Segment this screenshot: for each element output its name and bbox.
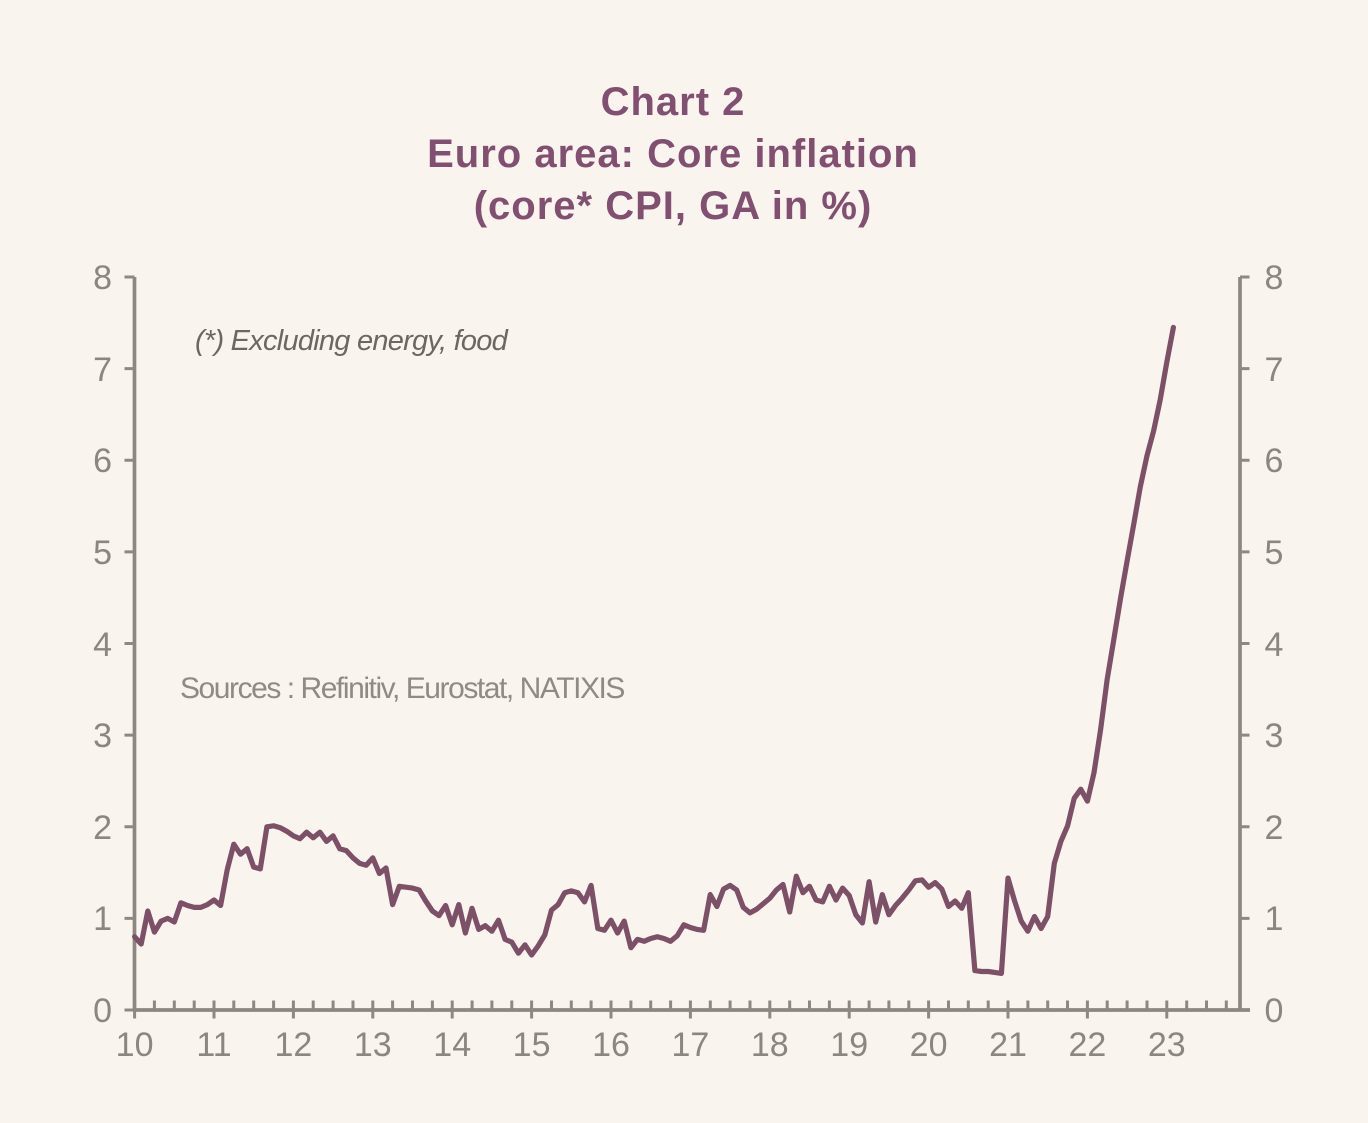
svg-text:5: 5 bbox=[1265, 534, 1284, 572]
svg-text:17: 17 bbox=[671, 1026, 709, 1064]
svg-text:11: 11 bbox=[196, 1026, 231, 1064]
svg-text:3: 3 bbox=[93, 717, 112, 755]
svg-text:12: 12 bbox=[274, 1026, 312, 1064]
svg-text:0: 0 bbox=[93, 992, 112, 1030]
svg-text:7: 7 bbox=[1265, 351, 1284, 389]
svg-text:13: 13 bbox=[354, 1026, 392, 1064]
svg-text:Euro area: Core inflation: Euro area: Core inflation bbox=[427, 132, 919, 176]
svg-text:Chart 2: Chart 2 bbox=[601, 80, 746, 124]
svg-text:19: 19 bbox=[830, 1026, 868, 1064]
svg-text:7: 7 bbox=[93, 351, 112, 389]
svg-text:1: 1 bbox=[93, 900, 112, 938]
svg-text:14: 14 bbox=[433, 1026, 471, 1064]
svg-text:18: 18 bbox=[751, 1026, 789, 1064]
svg-text:6: 6 bbox=[1265, 442, 1284, 480]
svg-text:1: 1 bbox=[1265, 900, 1284, 938]
svg-text:4: 4 bbox=[93, 626, 112, 664]
svg-text:(*) Excluding energy, food: (*) Excluding energy, food bbox=[195, 325, 509, 357]
svg-text:(core* CPI, GA in %): (core* CPI, GA in %) bbox=[474, 184, 873, 228]
svg-text:6: 6 bbox=[93, 442, 112, 480]
svg-text:5: 5 bbox=[93, 534, 112, 572]
svg-text:3: 3 bbox=[1265, 717, 1284, 755]
svg-text:4: 4 bbox=[1265, 626, 1284, 664]
svg-text:Sources : Refinitiv, Eurostat,: Sources : Refinitiv, Eurostat, NATIXIS bbox=[180, 672, 624, 705]
svg-text:15: 15 bbox=[513, 1026, 551, 1064]
svg-text:20: 20 bbox=[910, 1026, 948, 1064]
svg-text:2: 2 bbox=[1265, 809, 1284, 847]
svg-text:8: 8 bbox=[93, 259, 112, 297]
svg-text:21: 21 bbox=[989, 1026, 1027, 1064]
svg-text:10: 10 bbox=[116, 1026, 154, 1064]
svg-text:2: 2 bbox=[93, 809, 112, 847]
svg-text:22: 22 bbox=[1068, 1026, 1106, 1064]
svg-text:8: 8 bbox=[1265, 259, 1284, 297]
svg-text:0: 0 bbox=[1265, 992, 1284, 1030]
svg-text:23: 23 bbox=[1148, 1026, 1186, 1064]
svg-text:16: 16 bbox=[592, 1026, 630, 1064]
